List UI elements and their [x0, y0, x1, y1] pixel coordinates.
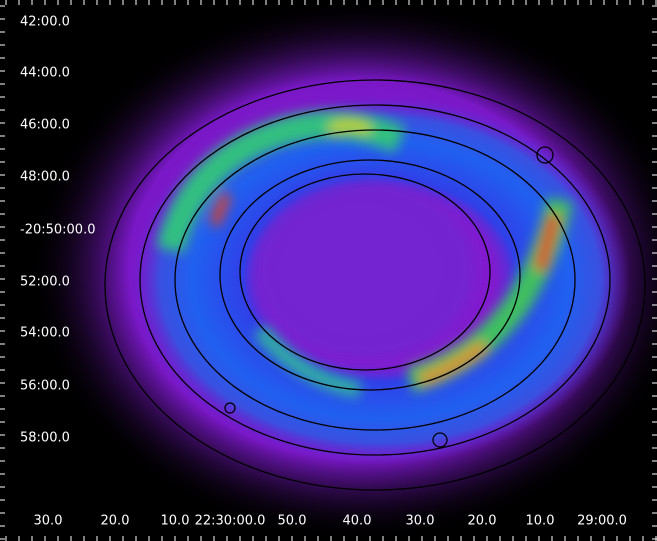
bright-arcs: [156, 111, 573, 398]
x-tick-label: 50.0: [278, 514, 307, 529]
x-tick-label: 10.0: [161, 514, 190, 529]
y-tick-label: 44:00.0: [20, 66, 70, 81]
axis-labels: 42:00.0 44:00.0 46:00.0 48:00.0 -20:50:00.0 5…: [20, 15, 627, 529]
y-tick-label: 58:00.0: [20, 431, 70, 446]
x-tick-label: 22:30:00.0: [195, 514, 266, 529]
inner-cavity: [255, 180, 475, 360]
x-tick-label: 29:00.0: [577, 514, 627, 529]
y-tick-label: 46:00.0: [20, 118, 70, 133]
x-tick-label: 30.0: [406, 514, 435, 529]
x-tick-label: 20.0: [101, 514, 130, 529]
x-tick-label: 10.0: [526, 514, 555, 529]
x-tick-label: 40.0: [343, 514, 372, 529]
y-tick-label: 54:00.0: [20, 326, 70, 341]
y-tick-label: 42:00.0: [20, 15, 70, 30]
x-tick-label: 20.0: [468, 514, 497, 529]
contours: [104, 79, 646, 491]
x-tick-label: 30.0: [34, 514, 63, 529]
y-tick-label: -20:50:00.0: [20, 223, 95, 238]
y-tick-label: 48:00.0: [20, 170, 70, 185]
y-tick-label: 52:00.0: [20, 275, 70, 290]
y-tick-label: 56:00.0: [20, 379, 70, 394]
